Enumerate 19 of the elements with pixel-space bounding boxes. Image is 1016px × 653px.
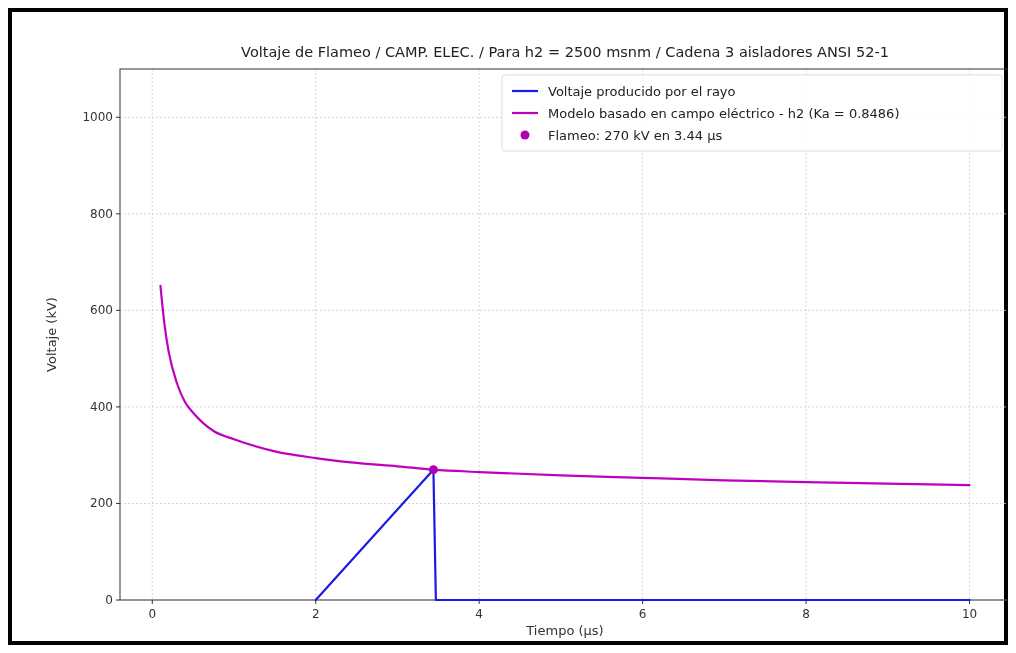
x-tick-label: 6 <box>638 607 647 621</box>
legend-label: Voltaje producido por el rayo <box>548 83 736 99</box>
y-tick-label: 400 <box>90 399 113 414</box>
y-tick-label: 200 <box>90 496 113 511</box>
x-tick-label: 8 <box>802 607 810 621</box>
x-tick-label: 2 <box>311 607 320 621</box>
legend-label: Modelo basado en campo eléctrico - h2 (Ka = 0.8486) <box>548 105 900 121</box>
x-tick-label: 0 <box>148 607 157 621</box>
x-axis-title: Tiempo (μs) <box>525 623 604 638</box>
x-tick-label: 4 <box>475 607 484 621</box>
x-tick-label: 10 <box>961 607 978 621</box>
legend-label: Flameo: 270 kV en 3.44 μs <box>548 127 723 143</box>
y-tick-label: 1000 <box>82 110 113 125</box>
y-axis-title: Voltaje (kV) <box>44 297 59 372</box>
chart-title: Voltaje de Flameo / CAMP. ELEC. / Para h2 = 2500 msnm / Cadena 3 aisladores ANSI 52-1 <box>241 44 889 60</box>
line-series <box>159 284 971 487</box>
y-tick-label: 0 <box>105 593 113 607</box>
y-tick-label: 600 <box>90 303 113 318</box>
y-tick-label: 800 <box>90 206 113 221</box>
